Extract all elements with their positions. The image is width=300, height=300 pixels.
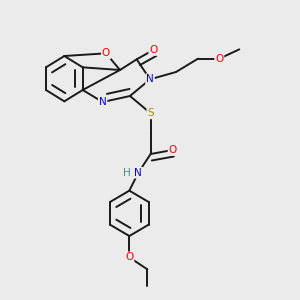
Text: O: O bbox=[169, 145, 177, 155]
Text: S: S bbox=[147, 108, 154, 118]
Text: O: O bbox=[102, 48, 110, 58]
Text: O: O bbox=[149, 45, 158, 55]
Text: N: N bbox=[134, 168, 142, 178]
Text: N: N bbox=[146, 74, 154, 84]
Text: O: O bbox=[215, 54, 224, 64]
Text: H: H bbox=[123, 168, 131, 178]
Text: N: N bbox=[99, 97, 106, 107]
Text: O: O bbox=[125, 252, 134, 262]
